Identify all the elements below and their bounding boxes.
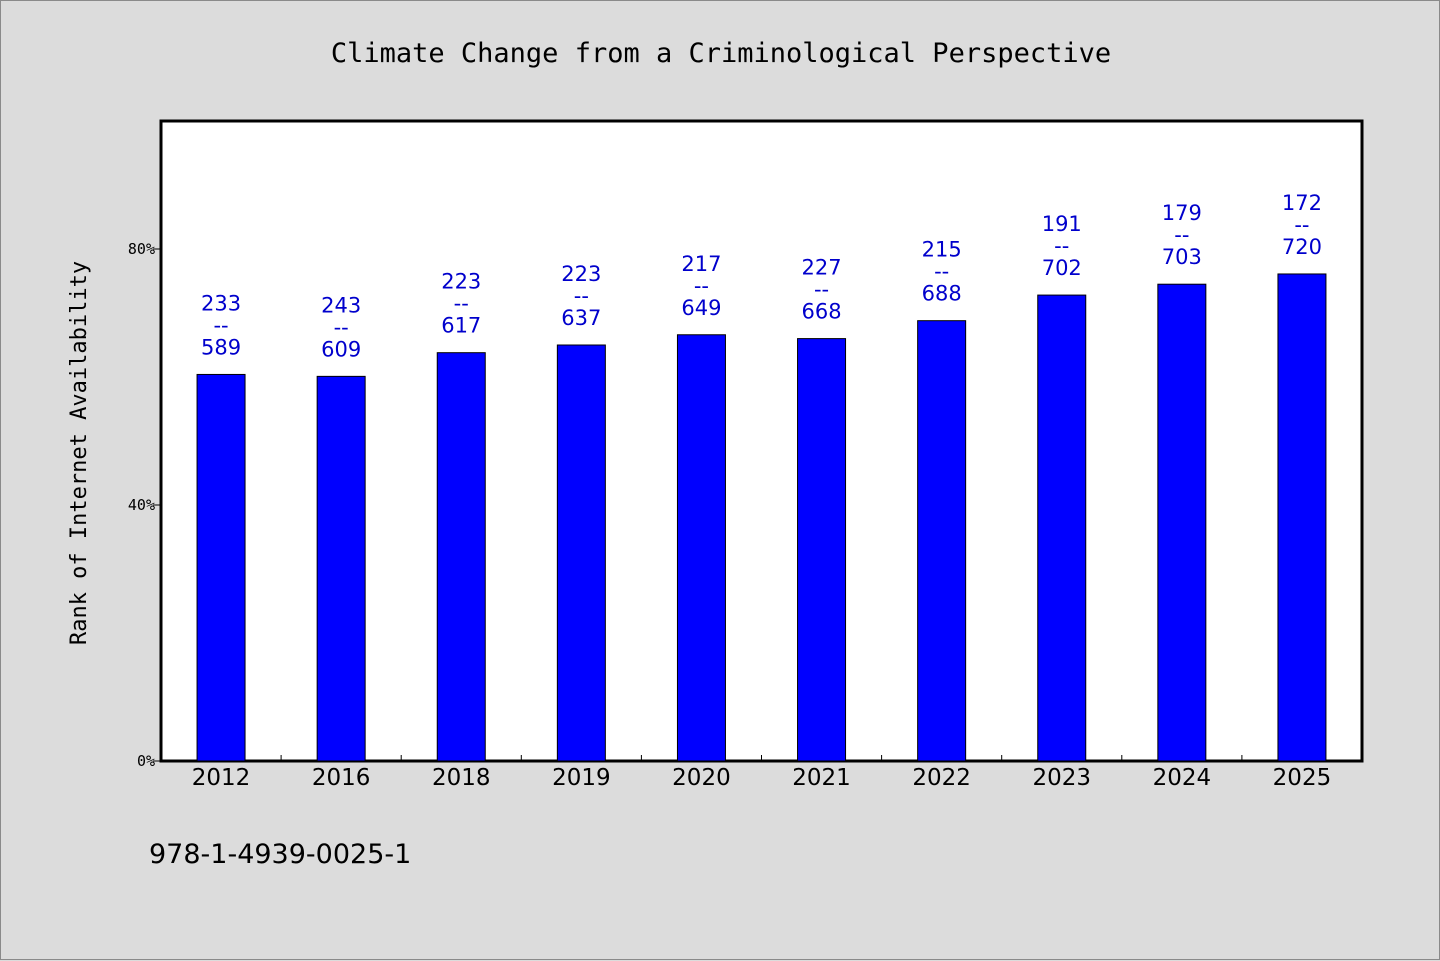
x-tick-label-2025: 2025 bbox=[1273, 765, 1332, 791]
data-label-2016-line3: 609 bbox=[321, 337, 361, 361]
data-label-2024-line2: -- bbox=[1174, 223, 1189, 247]
x-tick-label-2012: 2012 bbox=[192, 765, 251, 791]
data-label-2022-line2: -- bbox=[934, 260, 949, 284]
data-label-2022-line3: 688 bbox=[922, 282, 962, 306]
data-label-2016-line2: -- bbox=[334, 315, 349, 339]
y-axis-label: Rank of Internet Availability bbox=[67, 261, 92, 645]
data-label-2018-line3: 617 bbox=[441, 314, 481, 338]
data-label-2021-line2: -- bbox=[814, 278, 829, 302]
bar-2021 bbox=[797, 338, 847, 762]
data-label-2025-line2: -- bbox=[1294, 213, 1309, 237]
x-tick-label-2020: 2020 bbox=[672, 765, 731, 791]
data-label-2019-line3: 637 bbox=[561, 306, 601, 330]
y-tick-label-0: 0% bbox=[137, 752, 155, 770]
data-label-2019-line1: 223 bbox=[561, 262, 601, 286]
x-tick-label-2022: 2022 bbox=[912, 765, 971, 791]
data-labels-layer: 233--589243--609223--617223--637217--649… bbox=[201, 191, 1322, 361]
y-axis: 0% 40% 80% bbox=[128, 240, 161, 770]
data-label-2021-line1: 227 bbox=[802, 256, 842, 280]
data-label-2019-line2: -- bbox=[574, 284, 589, 308]
bar-2019 bbox=[556, 344, 606, 762]
bar-2025 bbox=[1277, 273, 1327, 762]
data-label-2023-line2: -- bbox=[1054, 234, 1069, 258]
y-tick-label-40: 40% bbox=[128, 496, 155, 514]
x-tick-label-2023: 2023 bbox=[1032, 765, 1091, 791]
bar-2016 bbox=[316, 375, 366, 762]
x-axis: 2012 2016 2018 2019 2020 2021 2022 2023 2024 2025 bbox=[192, 755, 1331, 791]
x-tick-label-2016: 2016 bbox=[312, 765, 371, 791]
data-label-2023-line1: 191 bbox=[1042, 212, 1082, 236]
chart-title: Climate Change from a Criminological Per… bbox=[331, 38, 1111, 69]
data-label-2016-line1: 243 bbox=[321, 293, 361, 317]
data-label-2012-line2: -- bbox=[213, 313, 228, 337]
data-label-2012-line3: 589 bbox=[201, 335, 241, 359]
x-tick-label-2018: 2018 bbox=[432, 765, 491, 791]
data-label-2020-line1: 217 bbox=[681, 252, 721, 276]
data-label-2018-line2: -- bbox=[454, 292, 469, 316]
data-label-2012-line1: 233 bbox=[201, 291, 241, 315]
x-tick-label-2021: 2021 bbox=[792, 765, 851, 791]
data-label-2018-line1: 223 bbox=[441, 270, 481, 294]
footer-code: 978-1-4939-0025-1 bbox=[149, 839, 411, 870]
bars-layer bbox=[196, 273, 1327, 762]
data-label-2022-line1: 215 bbox=[922, 238, 962, 262]
data-label-2024-line1: 179 bbox=[1162, 201, 1202, 225]
x-tick-label-2019: 2019 bbox=[552, 765, 611, 791]
data-label-2021-line3: 668 bbox=[802, 300, 842, 324]
bar-2018 bbox=[436, 352, 486, 762]
data-label-2025-line3: 720 bbox=[1282, 235, 1322, 259]
y-tick-label-80: 80% bbox=[128, 240, 155, 258]
data-label-2024-line3: 703 bbox=[1162, 245, 1202, 269]
bar-2020 bbox=[676, 334, 726, 762]
x-tick-label-2024: 2024 bbox=[1153, 765, 1212, 791]
bar-2023 bbox=[1037, 294, 1087, 762]
data-label-2020-line2: -- bbox=[694, 274, 709, 298]
data-label-2023-line3: 702 bbox=[1042, 256, 1082, 280]
bar-2012 bbox=[196, 373, 246, 762]
bar-2022 bbox=[917, 320, 967, 762]
data-label-2020-line3: 649 bbox=[681, 296, 721, 320]
data-label-2025-line1: 172 bbox=[1282, 191, 1322, 215]
bar-2024 bbox=[1157, 283, 1207, 762]
